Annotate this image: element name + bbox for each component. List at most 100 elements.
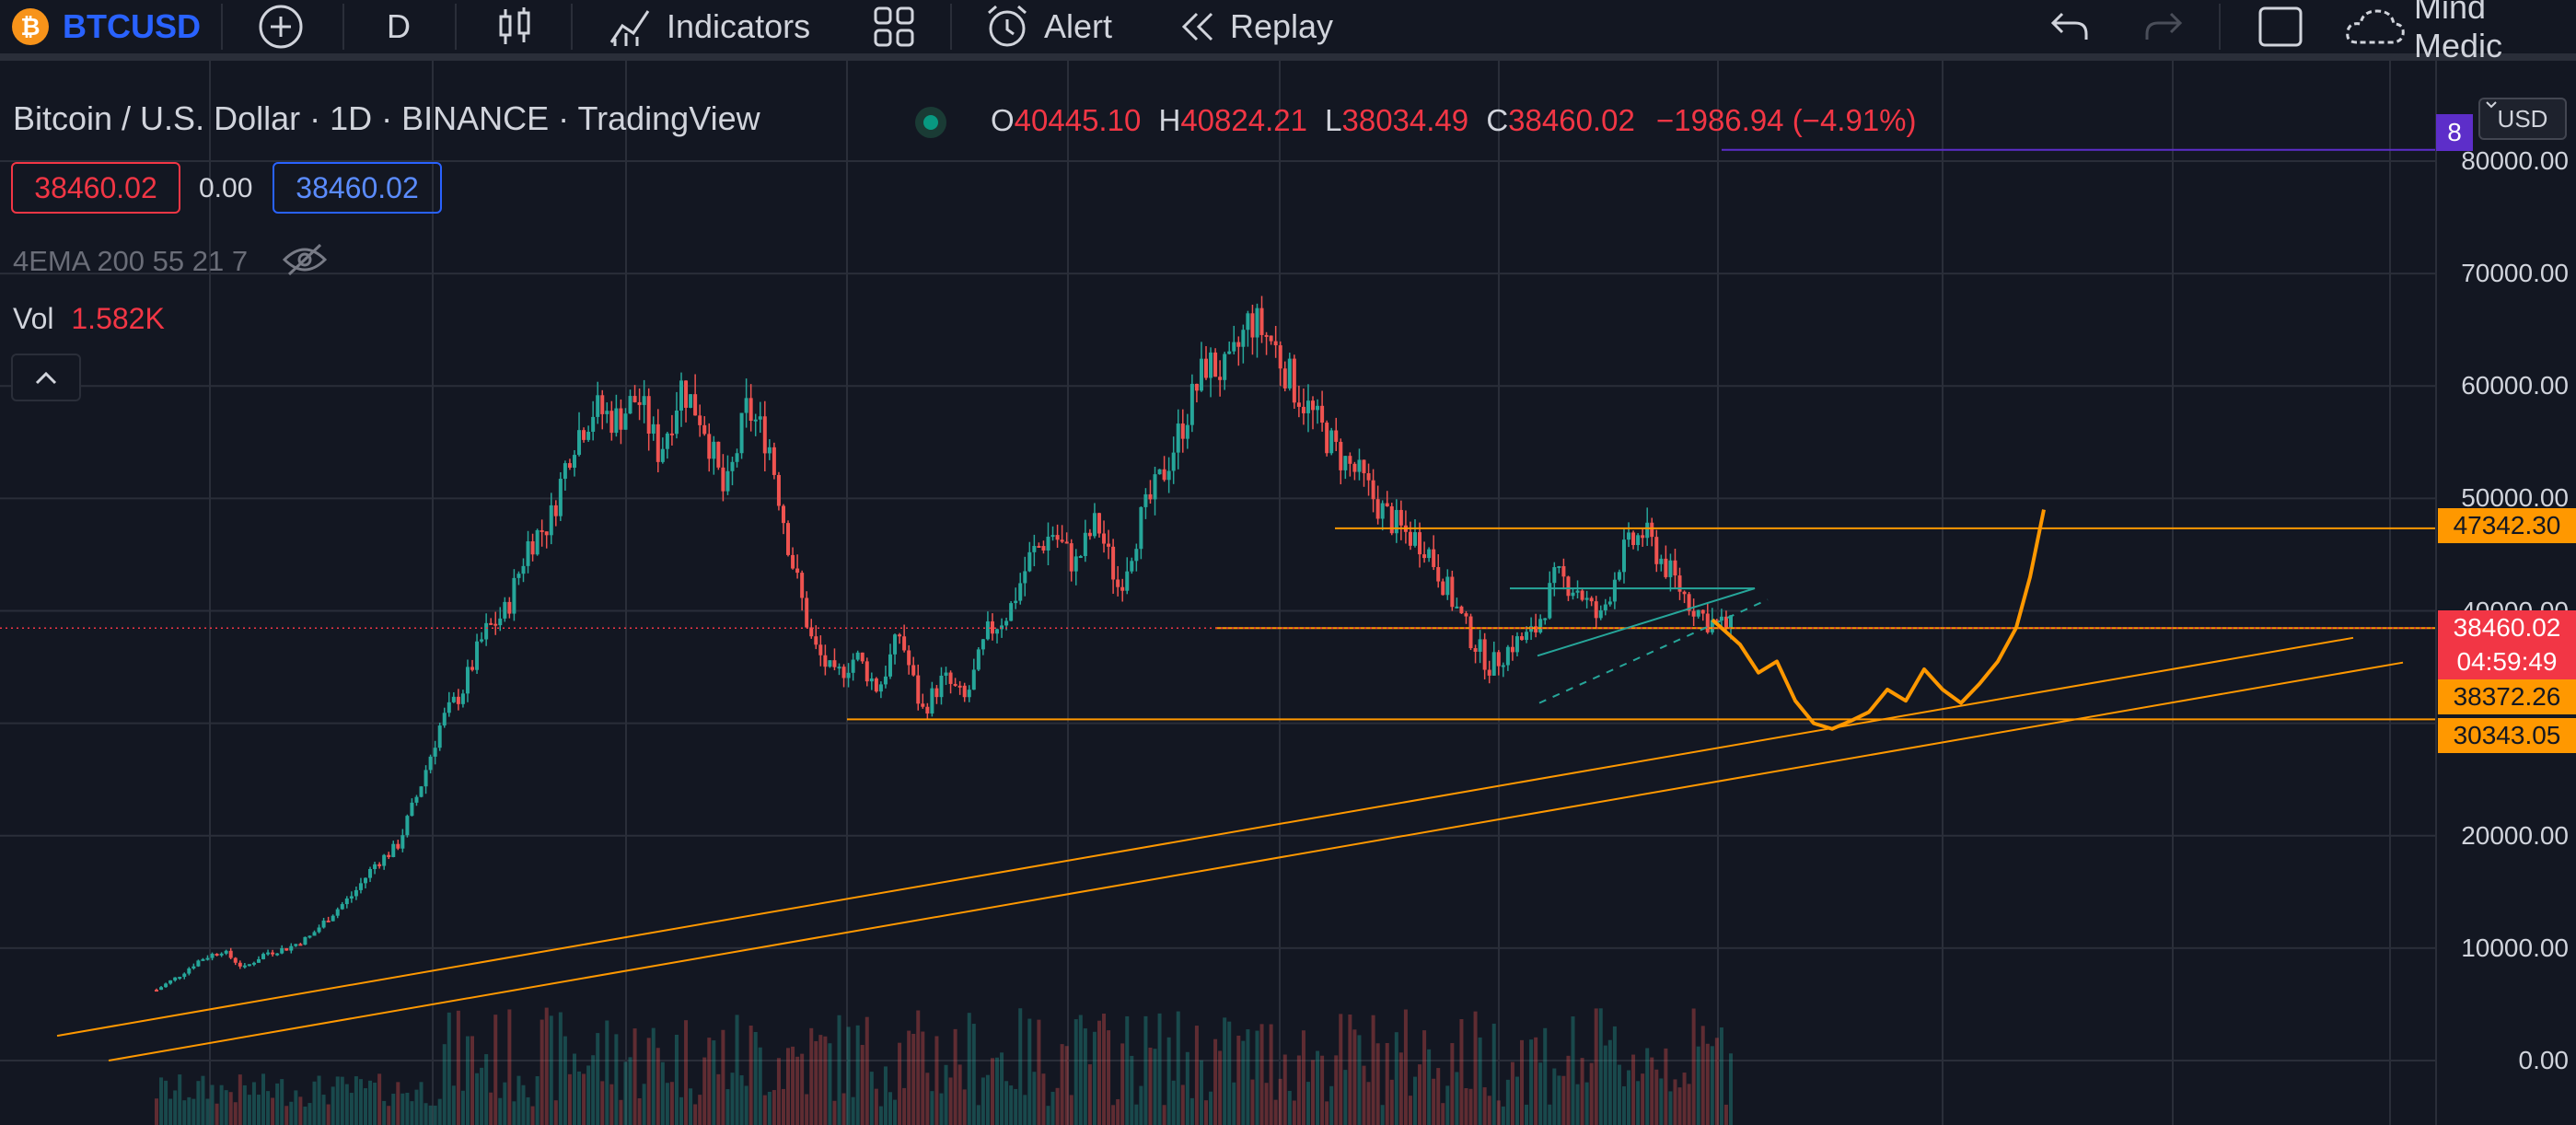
close-value: 38460.02 — [1508, 103, 1635, 137]
volume-bar — [1627, 1070, 1631, 1125]
candle-body — [995, 629, 1000, 634]
volume-bar — [271, 1097, 275, 1125]
volume-bar — [1157, 1013, 1162, 1125]
candle-body — [368, 868, 373, 878]
currency-label: USD — [2497, 104, 2548, 133]
collapse-legend-button[interactable] — [11, 354, 81, 401]
candle-body — [1650, 522, 1654, 538]
change-value: −1986.94 (−4.91%) — [1655, 103, 1917, 137]
candle-body — [1130, 561, 1134, 572]
candle-body — [930, 688, 934, 714]
candle-body — [1520, 636, 1525, 641]
sell-price-button[interactable]: 38460.02 — [11, 162, 180, 214]
volume-bar — [1398, 1052, 1403, 1125]
candle-body — [173, 977, 178, 980]
chart-pane[interactable]: Bitcoin / U.S. Dollar · 1D · BINANCE · T… — [0, 61, 2576, 1125]
candle-body — [1362, 459, 1366, 474]
volume-bar — [846, 1026, 851, 1125]
volume-bar — [428, 1105, 433, 1125]
candle-body — [925, 706, 930, 714]
candle-body — [1375, 499, 1380, 519]
candle-body — [1723, 616, 1728, 630]
candle-body — [489, 622, 493, 625]
toolbar-divider — [342, 4, 344, 50]
volume-bar — [878, 1106, 883, 1125]
volume-bar — [1617, 1064, 1621, 1125]
candle-body — [1705, 613, 1710, 632]
fullscreen-button[interactable] — [2257, 0, 2303, 53]
candle-body — [1143, 493, 1148, 507]
candle-body — [939, 675, 944, 698]
volume-bar — [1069, 1095, 1073, 1125]
volume-bar — [1580, 1058, 1584, 1125]
candle-body — [1389, 506, 1394, 534]
candle-body — [953, 683, 957, 686]
compare-button[interactable] — [258, 0, 304, 53]
templates-button[interactable] — [873, 0, 915, 53]
volume-bar — [563, 1036, 567, 1125]
candle-body — [1273, 341, 1278, 346]
candle-body — [1687, 594, 1691, 611]
volume-bar — [841, 1093, 846, 1125]
volume-bar — [201, 1075, 205, 1125]
interval-button[interactable]: D — [387, 0, 411, 53]
volume-bar — [1696, 1046, 1700, 1125]
volume-bar — [1060, 1044, 1064, 1125]
volume-bar — [1459, 1019, 1464, 1125]
volume-bar — [591, 1055, 596, 1125]
volume-bar — [1223, 1017, 1227, 1125]
currency-button[interactable]: USD — [2478, 98, 2567, 140]
volume-bar — [1311, 1060, 1316, 1125]
candle-body — [605, 411, 609, 414]
volume-bar — [187, 1096, 191, 1125]
candle-body — [1603, 604, 1607, 611]
volume-bar — [1362, 1065, 1366, 1125]
chart-type-button[interactable] — [495, 0, 534, 53]
volume-bar — [586, 1065, 591, 1125]
candle-body — [1589, 597, 1594, 602]
volume-bar — [1603, 1045, 1607, 1125]
candle-body — [1710, 620, 1714, 632]
toolbar-divider — [455, 4, 457, 50]
volume-bar — [1073, 1019, 1078, 1125]
volume-bar — [1621, 1085, 1626, 1125]
volume-bar — [1529, 1039, 1534, 1125]
volume-bar — [1682, 1073, 1687, 1125]
support-level-tag: 38372.26 — [2438, 679, 2576, 714]
price-chart[interactable] — [0, 61, 2576, 1125]
undo-button[interactable] — [2049, 0, 2090, 53]
replay-button[interactable]: Replay — [1178, 0, 1333, 53]
alert-button[interactable]: Alert — [983, 0, 1112, 53]
symbol-search[interactable]: ₿ BTCUSD — [11, 0, 201, 53]
candle-body — [1580, 590, 1584, 600]
volume-bar — [1343, 1070, 1348, 1125]
volume-bar — [1189, 1097, 1194, 1125]
candle-body — [1714, 620, 1719, 622]
indicators-button[interactable]: Indicators — [608, 0, 810, 53]
volume-bar — [1185, 1051, 1189, 1125]
candle-body — [1514, 636, 1519, 653]
candle-body — [228, 950, 233, 958]
volume-bar — [1561, 1075, 1566, 1125]
support-level-tag: 30343.05 — [2438, 718, 2576, 753]
redo-button[interactable] — [2143, 0, 2184, 53]
candle-body — [832, 660, 837, 667]
market-status-icon[interactable] — [915, 107, 946, 138]
buy-price-button[interactable]: 38460.02 — [273, 162, 442, 214]
volume-bar — [373, 1083, 377, 1125]
plus-circle-icon — [258, 4, 304, 50]
volume-bar — [893, 1099, 898, 1125]
volume-bar — [925, 1073, 930, 1125]
candle-body — [1041, 546, 1046, 551]
candle-body — [893, 634, 898, 655]
volume-bar — [1264, 1083, 1269, 1125]
volume-bar — [1097, 1020, 1101, 1125]
candle-body — [1659, 558, 1664, 564]
volume-bar — [1520, 1039, 1525, 1125]
candle-body — [1078, 555, 1083, 558]
candle-body — [414, 796, 419, 803]
candle-body — [878, 684, 883, 692]
candle-body — [1412, 532, 1417, 546]
save-layout-button[interactable]: Mind Medic — [2344, 0, 2576, 64]
volume-bar — [512, 1101, 516, 1125]
